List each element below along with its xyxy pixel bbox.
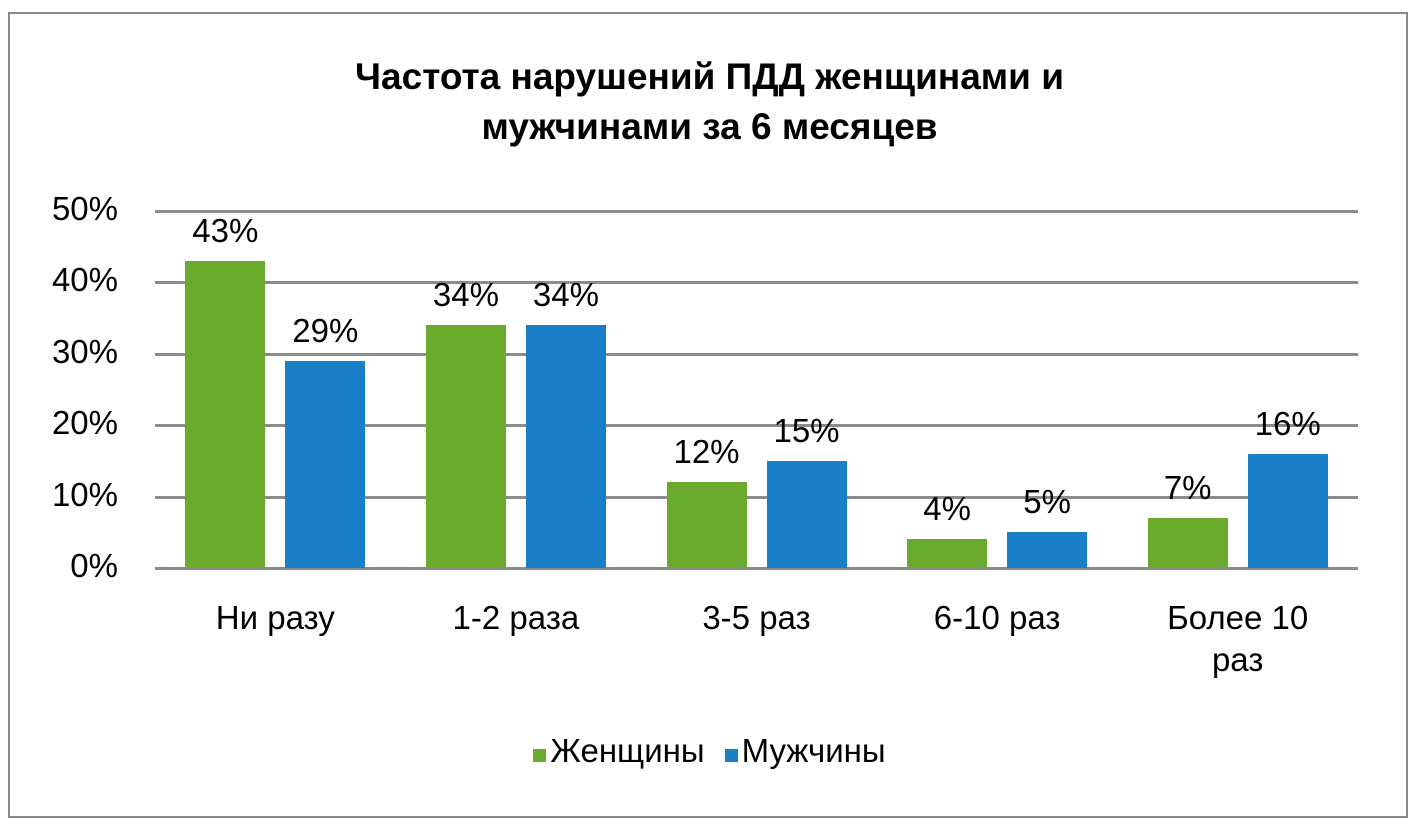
bar-women [185, 260, 266, 568]
bar-men [1007, 532, 1088, 568]
y-tick-label: 20% [51, 404, 118, 442]
bar-women [425, 325, 506, 568]
y-tick-label: 30% [51, 332, 118, 370]
data-label: 5% [1023, 483, 1071, 521]
data-label: 34% [432, 276, 499, 314]
gridline [155, 567, 1358, 570]
gridline [155, 210, 1358, 213]
legend-swatch-men [724, 748, 738, 762]
data-label: 29% [292, 311, 359, 349]
bar-men [1247, 453, 1328, 568]
x-tick-label: Более 10 раз [1118, 597, 1358, 681]
gridline [155, 352, 1358, 356]
y-tick-label: 0% [70, 547, 118, 584]
legend-label-women: Женщины [550, 732, 705, 769]
x-tick-label: 3-5 раз [637, 597, 877, 639]
data-label: 7% [1163, 469, 1212, 507]
legend: Женщины Мужчины [0, 732, 1419, 770]
x-tick-label: 1-2 раза [396, 597, 636, 639]
x-tick-label-line: 6-10 раз [933, 599, 1061, 636]
chart-title-line-2: мужчинами за 6 месяцев [481, 106, 938, 147]
x-tick-label: 6-10 раз [877, 597, 1117, 639]
bar-men [525, 325, 606, 568]
x-tick-label-line: 3-5 раз [702, 599, 811, 636]
data-label: 34% [532, 276, 599, 314]
data-label: 16% [1254, 404, 1321, 442]
x-tick-label-line: раз [1211, 641, 1264, 678]
data-label: 4% [923, 490, 971, 528]
gridline [155, 495, 1358, 499]
x-tick-label-line: 1-2 раза [452, 599, 580, 636]
x-tick-label-line: Более 10 [1167, 599, 1309, 636]
legend-swatch-women [533, 748, 547, 762]
data-label: 12% [673, 433, 740, 471]
data-label: 43% [192, 211, 259, 249]
bar-men [285, 360, 366, 568]
x-tick-label: Ни разу [155, 597, 395, 639]
bar-women [907, 539, 988, 568]
bar-men [766, 460, 847, 568]
data-label: 15% [773, 411, 840, 449]
y-tick-label: 40% [51, 261, 118, 299]
x-tick-label-line: Ни разу [215, 599, 335, 636]
legend-label-men: Мужчины [741, 732, 886, 769]
chart-title: Частота нарушений ПДД женщинами и мужчин… [0, 52, 1419, 152]
chart-title-line-1: Частота нарушений ПДД женщинами и [355, 56, 1064, 97]
bar-women [1147, 518, 1228, 568]
legend-item-women: Женщины [533, 732, 705, 770]
y-tick-label: 10% [51, 475, 118, 513]
gridline [155, 281, 1358, 285]
y-tick-label: 50% [51, 190, 118, 227]
legend-item-men: Мужчины [724, 732, 886, 770]
bar-women [666, 482, 747, 568]
gridline [155, 424, 1358, 428]
